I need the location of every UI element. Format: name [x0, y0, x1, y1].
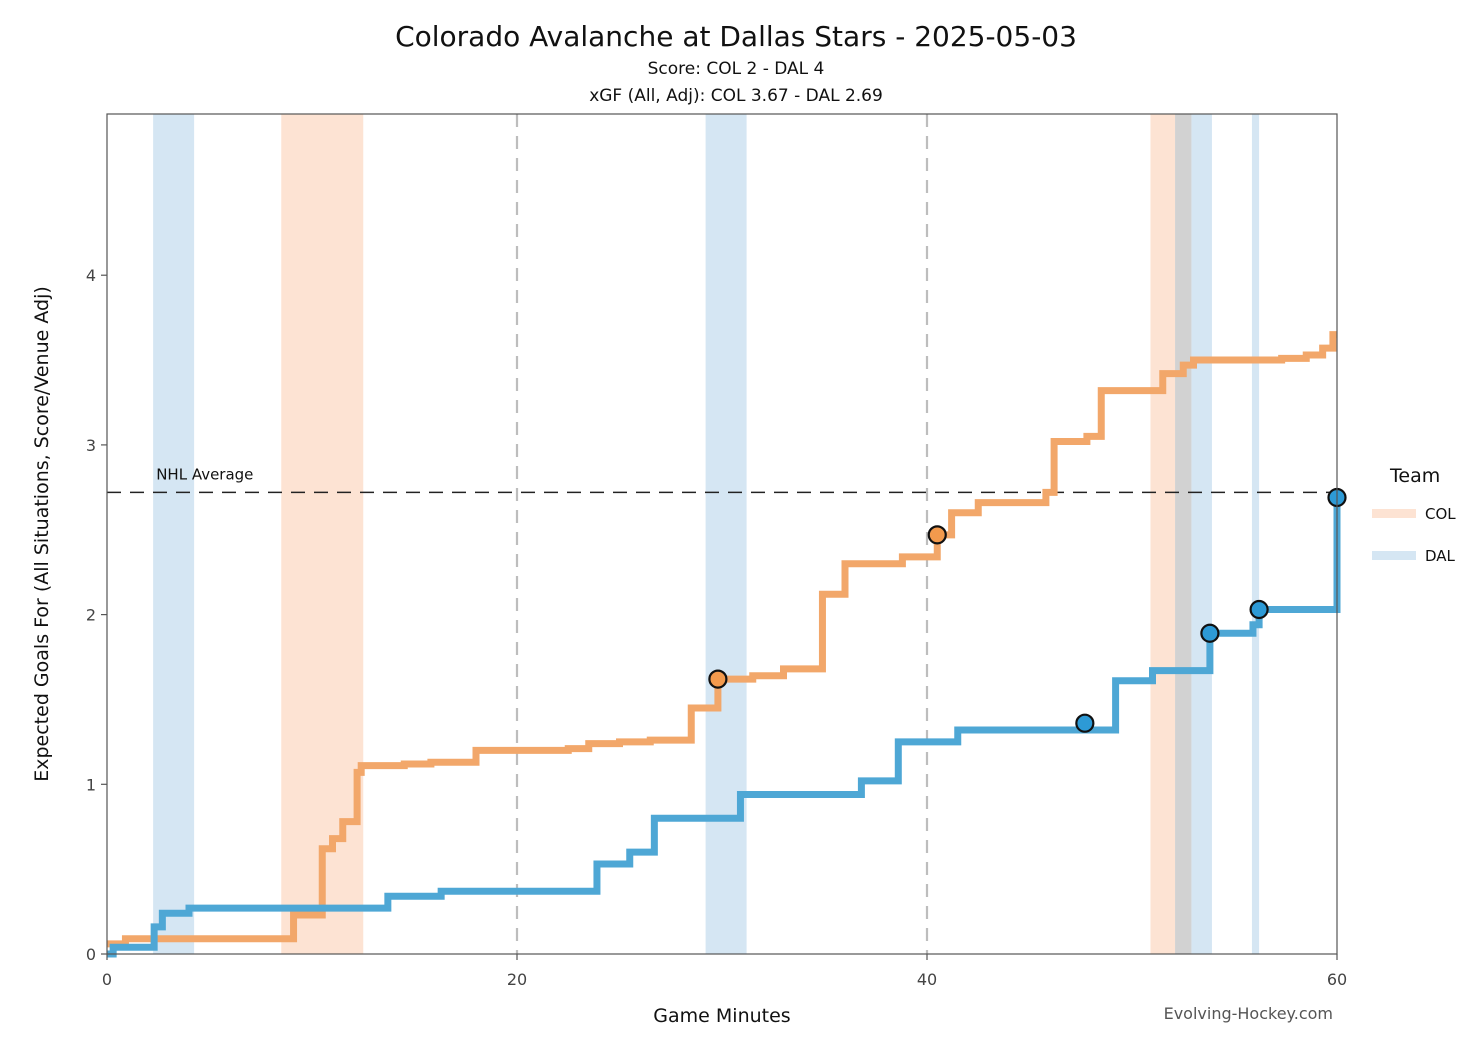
- penalty-bands: [153, 114, 1260, 954]
- x-tick-label-0: 0: [102, 970, 112, 989]
- goal-markers: [708, 487, 1347, 733]
- goal-marker-col-1: [927, 525, 947, 545]
- legend: Team COL DAL: [1372, 465, 1456, 565]
- nhl-average-label: NHL Average: [156, 465, 253, 483]
- y-tick-label-3: 3: [86, 436, 96, 455]
- band-dal-6: [1251, 114, 1260, 954]
- band-dal-2: [705, 114, 747, 954]
- x-axis-ticks: 0 20 40 60: [102, 954, 1347, 989]
- y-tick-label-2: 2: [86, 606, 96, 625]
- goal-marker-dal-3: [1200, 623, 1220, 643]
- y-axis-label: Expected Goals For (All Situations, Scor…: [31, 286, 53, 782]
- goal-marker-dal-2: [1075, 713, 1095, 733]
- band-col-3: [1150, 114, 1176, 954]
- legend-swatch-dal: [1372, 551, 1416, 560]
- legend-label-dal: DAL: [1425, 547, 1456, 565]
- band-overlap-4: [1175, 114, 1192, 954]
- goal-marker-dal-4: [1249, 599, 1269, 620]
- series-lines: [107, 331, 1341, 958]
- y-tick-label-4: 4: [86, 266, 96, 285]
- chart-subtitle-score: Score: COL 2 - DAL 4: [648, 59, 825, 79]
- chart-subtitle-xgf: xGF (All, Adj): COL 3.67 - DAL 2.69: [589, 86, 883, 106]
- band-dal-5: [1191, 114, 1212, 954]
- series-line-col: [107, 331, 1337, 948]
- band-col-1: [281, 114, 364, 954]
- y-axis-ticks: 0 1 2 3 4: [86, 266, 107, 964]
- plot-frame: [106, 113, 1338, 955]
- period-lines: [515, 114, 929, 954]
- x-tick-label-60: 60: [1327, 970, 1347, 989]
- x-axis-label: Game Minutes: [653, 1005, 790, 1027]
- credit-text: Evolving-Hockey.com: [1164, 1004, 1333, 1023]
- legend-label-col: COL: [1425, 505, 1456, 523]
- legend-title: Team: [1389, 465, 1440, 487]
- band-dal-0: [153, 114, 195, 954]
- series-line-dal: [107, 497, 1341, 958]
- x-tick-label-40: 40: [917, 970, 937, 989]
- goal-marker-col-0: [708, 669, 728, 689]
- y-tick-label-0: 0: [86, 945, 96, 964]
- reference-line-group: NHL Average: [107, 465, 1337, 494]
- chart-title: Colorado Avalanche at Dallas Stars - 202…: [395, 20, 1077, 53]
- x-tick-label-20: 20: [507, 970, 527, 989]
- legend-swatch-col: [1372, 509, 1416, 518]
- y-tick-label-1: 1: [86, 775, 96, 794]
